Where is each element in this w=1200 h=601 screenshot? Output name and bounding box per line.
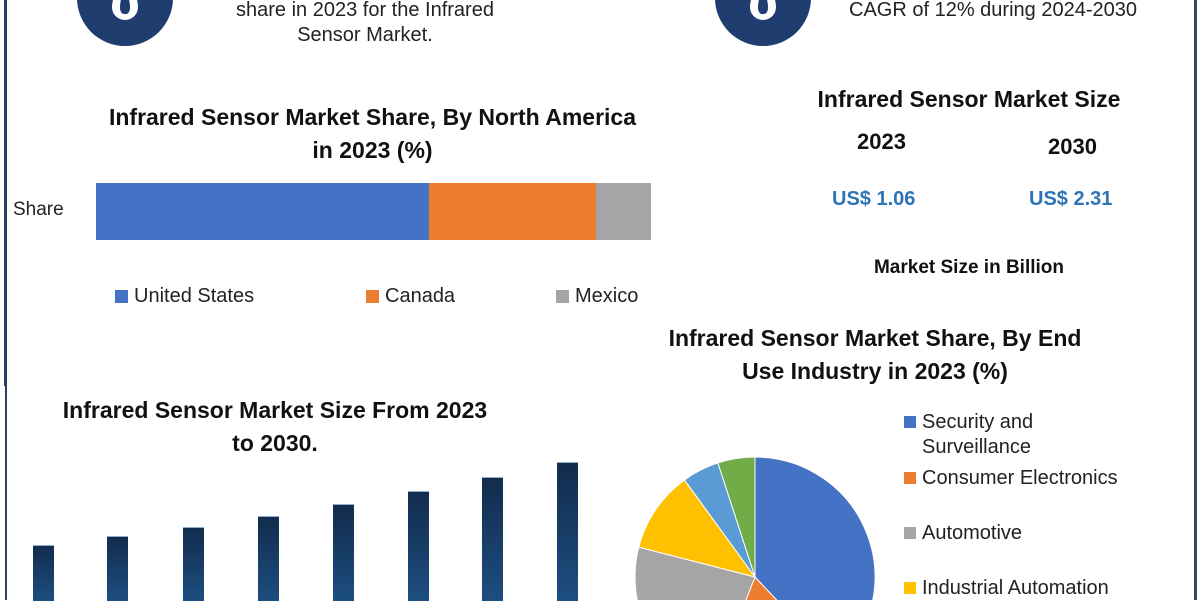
legend-label: Consumer Electronics [922,467,1118,489]
bar-title-line-1: Infrared Sensor Market Size From 2023 [62,397,488,423]
bar-2026 [258,516,279,601]
value-2023: US$ 1.06 [832,188,916,210]
bar-2028 [408,491,429,601]
legend-swatch-consumer [904,472,916,484]
pie-slice-other-2 [717,456,756,578]
frame-border-left [4,0,7,386]
pie-slice-industrial-automation [638,479,757,578]
year-2030: 2030 [1048,134,1097,159]
left-blurb: share in 2023 for the Infrared Sensor Ma… [200,0,530,48]
legend-label: Mexico [575,285,639,307]
legend-swatch-us [115,290,128,303]
pie-slice-automotive [634,546,756,600]
legend-canada: Canada [366,285,455,308]
na-title-line-1: Infrared Sensor Market Share, By North A… [108,104,637,130]
left-blurb-line-2: Sensor Market. [297,24,433,46]
bar-segment-mexico [595,183,651,240]
legend-label: Canada [385,285,456,307]
market-size-chart-title: Infrared Sensor Market Size From 2023 to… [25,394,525,460]
legend-mexico: Mexico [556,285,638,308]
legend-swatch-automotive [904,527,916,539]
frame-border-right [1194,0,1197,600]
legend-swatch-canada [366,290,379,303]
na-stacked-bar [96,183,651,240]
legend-label: Security and [922,411,1034,433]
share-axis-label: Share [13,199,64,220]
value-2030: US$ 2.31 [1029,188,1113,210]
legend-united-states: United States [115,285,254,308]
bar-2024 [107,536,128,601]
bar-2027 [333,504,354,601]
left-blurb-line-1: share in 2023 for the Infrared [236,0,494,21]
bar-2023 [33,545,54,601]
pie-legend-consumer: Consumer Electronics [904,466,1118,491]
bar-2029 [482,477,503,601]
pie-slice-consumer-electronics [745,576,778,600]
pie-title-line-2: Use Industry in 2023 (%) [742,358,1008,384]
legend-label: United States [134,285,255,307]
flame-icon [750,0,776,20]
legend-label: Industrial Automation [922,577,1109,599]
pie-slice-security-and-surveillance [754,456,876,600]
na-title-line-2: in 2023 (%) [312,137,433,163]
bar-2030 [557,462,578,601]
legend-swatch-industrial [904,582,916,594]
pie-legend-industrial: Industrial Automation [904,576,1109,601]
flame-icon [112,0,138,20]
bar-segment-canada [429,183,596,240]
bar-title-line-2: to 2030. [232,430,318,456]
end-use-title: Infrared Sensor Market Share, By End Use… [640,322,1110,388]
right-blurb: CAGR of 12% during 2024-2030 [808,0,1178,23]
pie-legend-automotive: Automotive [904,521,1022,546]
market-size-title: Infrared Sensor Market Size [817,86,1121,112]
market-size-unit: Market Size in Billion [873,257,1065,278]
legend-label: Automotive [922,522,1023,544]
legend-swatch-security [904,416,916,428]
right-blurb-line-1: CAGR of 12% during 2024-2030 [849,0,1137,21]
pie-title-line-1: Infrared Sensor Market Share, By End [668,325,1082,351]
frame-border-left-lower [5,386,7,600]
pie-legend-security: Security and Surveillance [904,410,1033,460]
legend-label-cont: Surveillance [922,436,1031,458]
bar-segment-united-states [96,183,429,240]
legend-swatch-mexico [556,290,569,303]
year-2023: 2023 [857,129,906,154]
na-share-title: Infrared Sensor Market Share, By North A… [70,101,675,167]
bar-2025 [183,527,204,601]
